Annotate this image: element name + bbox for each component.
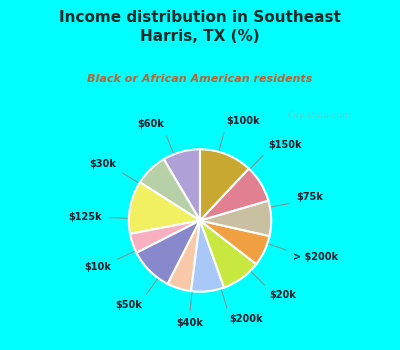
- Wedge shape: [140, 159, 200, 220]
- Wedge shape: [164, 149, 200, 220]
- Text: $10k: $10k: [84, 262, 111, 272]
- Wedge shape: [129, 182, 200, 234]
- Wedge shape: [200, 149, 249, 220]
- Wedge shape: [200, 220, 270, 264]
- Wedge shape: [168, 220, 200, 291]
- Text: $50k: $50k: [115, 300, 142, 310]
- Wedge shape: [191, 220, 224, 292]
- Text: $125k: $125k: [68, 212, 102, 222]
- Wedge shape: [200, 220, 256, 287]
- Text: City-Data.com: City-Data.com: [288, 111, 352, 120]
- Text: $150k: $150k: [268, 140, 302, 150]
- Text: $30k: $30k: [89, 159, 116, 169]
- Text: $100k: $100k: [226, 116, 260, 126]
- Text: > $200k: > $200k: [293, 252, 338, 262]
- Text: $20k: $20k: [270, 290, 296, 300]
- Text: Income distribution in Southeast
Harris, TX (%): Income distribution in Southeast Harris,…: [59, 10, 341, 44]
- Text: $40k: $40k: [176, 318, 203, 328]
- Wedge shape: [200, 169, 268, 220]
- Text: $60k: $60k: [137, 119, 164, 129]
- Wedge shape: [130, 220, 200, 253]
- Text: $75k: $75k: [296, 192, 324, 202]
- Wedge shape: [136, 220, 200, 284]
- Wedge shape: [200, 201, 271, 236]
- Text: Black or African American residents: Black or African American residents: [87, 74, 313, 84]
- Text: $200k: $200k: [229, 314, 262, 324]
